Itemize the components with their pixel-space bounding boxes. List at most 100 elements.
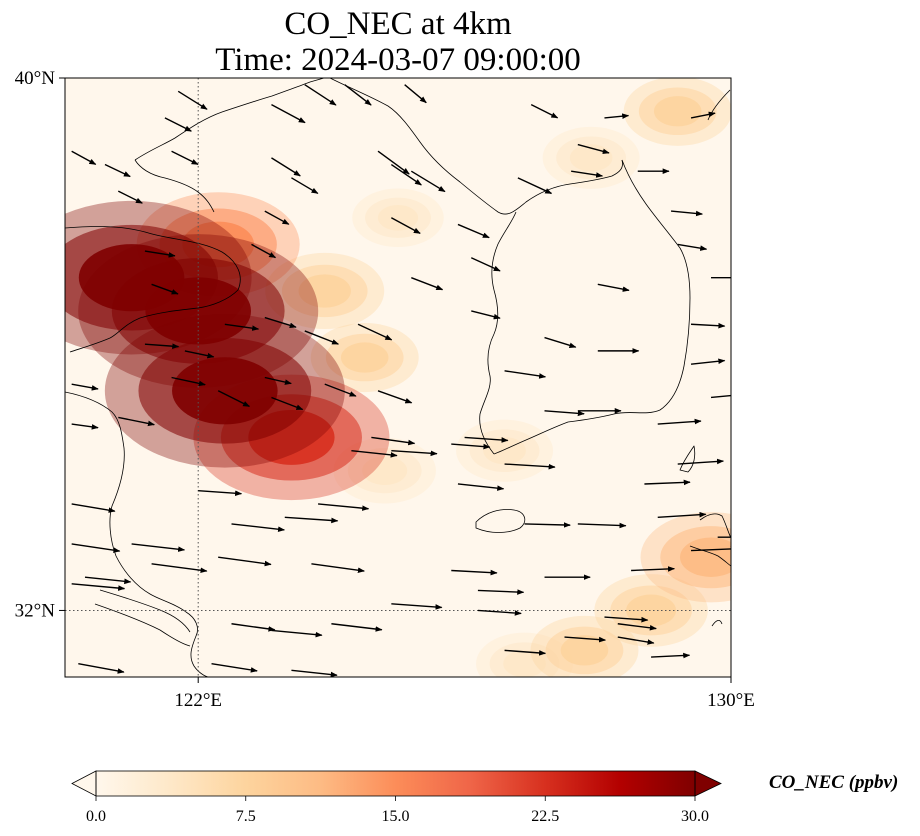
wind-arrow [530,103,559,119]
lat-tick-label: 32°N [15,600,56,621]
map-title-line1: CO_NEC at 4km [284,6,512,42]
wind-arrow [351,450,398,458]
colorbar-extend-min [71,770,97,797]
wind-arrow [71,503,116,513]
wind-arrow [617,623,657,631]
co-plume-cell [542,126,640,189]
lat-tick-label: 40°N [15,68,56,89]
gridlines [65,78,731,677]
map-panel [65,78,731,677]
wind-arrow [117,190,143,204]
wind-arrow [677,243,708,251]
wind-arrow [404,84,427,104]
co-plume-cell [623,78,731,146]
wind-arrow [690,111,716,119]
coastline-kyushu [689,513,731,627]
wind-arrow [657,511,707,518]
colorbar-extend-max [694,770,722,797]
wind-arrow [371,436,416,446]
wind-arrow [391,450,438,457]
wind-arrow [651,652,691,659]
wind-arrow [517,177,553,195]
wind-arrow [391,603,443,610]
wind-arrow [564,636,606,643]
coastline-bohai-west [134,159,215,213]
lon-tick-label: 130°E [707,690,755,711]
co-plume-cell [594,574,708,647]
wind-arrow [571,170,604,178]
wind-arrow [284,516,339,524]
wind-arrow [151,563,208,574]
wind-arrow [457,483,505,491]
wind-arrow [597,283,630,292]
co-plume-cell [333,437,436,504]
wind-arrow [324,383,357,397]
wind-arrow [211,662,258,673]
lon-tick-label: 122°E [174,690,222,711]
wind-arrow [657,418,702,425]
colorbar-label: CO_NEC (ppbv) [769,772,898,793]
wind-arrow [198,489,243,497]
co-plume-cell [265,252,385,330]
wind-arrow [144,250,176,258]
coastline-korea-west [479,211,517,455]
jeju-island [475,509,526,533]
wind-arrow [504,463,556,470]
wind-arrow [457,223,490,239]
wind-arrow [291,669,338,677]
wind-arrow [504,649,547,656]
wind-arrow [271,104,306,124]
wind-arrow [231,623,276,632]
wind-arrow [264,376,292,385]
wind-arrow [291,177,319,195]
wind-arrow [470,257,501,272]
wind-arrow [644,479,691,486]
wind-arrow [271,396,304,411]
wind-arrow [377,150,410,175]
wind-arrow [184,350,215,359]
coastline-russia [707,89,731,121]
wind-arrow [71,543,121,553]
wind-arrow [464,436,509,443]
wind-arrow [304,330,340,345]
wind-arrow [231,523,285,532]
wind-arrow [577,143,610,155]
coastline-korea-east [493,159,691,455]
wind-arrow [710,394,731,399]
co-plume-cell [530,615,639,677]
wind-arrow [78,663,125,674]
wind-arrow [451,443,491,450]
wind-arrow [451,569,498,576]
wind-arrow [224,323,260,331]
wind-arrow [71,150,97,166]
wind-arrow [218,556,272,567]
coastlines [65,78,731,677]
wind-arrow [344,84,372,106]
wind-arrow [691,322,726,329]
wind-arrow [264,210,290,225]
coastline-china-east [65,391,209,677]
colorbar: 0.0 7.5 15.0 22.5 30.0 CO_NEC (ppbv) [71,770,898,825]
map-title-line2: Time: 2024-03-07 09:00:00 [215,42,580,78]
wind-arrow [411,277,444,291]
wind-arrow [264,316,297,329]
wind-arrow [477,589,525,595]
wind-arrow [271,157,301,177]
wind-arrow [71,583,126,591]
wind-arrow [357,323,393,341]
colorbar-body [96,771,695,796]
wind-arrow [131,543,186,552]
wind-arrow [477,609,522,616]
wind-arrow [318,503,370,511]
coastline-bohai-north [134,78,325,161]
wind-arrow [271,629,323,638]
wind-arrow [118,416,155,427]
wind-arrow [251,243,277,259]
wind-arrow [391,217,421,234]
wind-arrow [524,522,571,528]
wind-arrow [311,563,365,573]
wind-arrow [144,343,180,349]
co-plume-cell [640,512,731,603]
wind-arrow [670,210,703,217]
